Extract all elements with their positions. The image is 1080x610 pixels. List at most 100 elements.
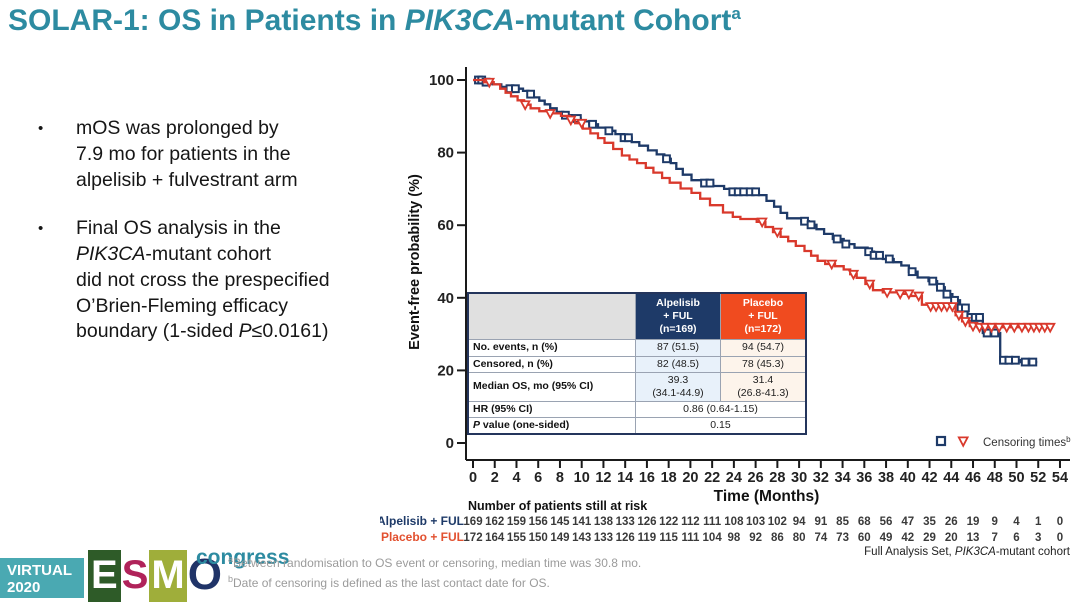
stats-row-label: Censored, n (%) xyxy=(467,355,636,373)
x-tick-label: 52 xyxy=(1030,470,1046,486)
censor-square-mark xyxy=(884,254,894,264)
series-placebo xyxy=(473,77,1056,334)
x-tick-label: 18 xyxy=(661,470,677,486)
virtual-label: VIRTUAL xyxy=(7,562,72,579)
censor-square-mark xyxy=(841,239,851,249)
censor-triangle-mark xyxy=(864,279,876,291)
stats-value: 82 (48.5) xyxy=(635,355,721,373)
censor-triangle-mark xyxy=(847,269,860,281)
risk-count: 102 xyxy=(768,516,787,528)
risk-count: 19 xyxy=(967,516,980,528)
x-tick-label: 36 xyxy=(856,470,872,486)
bullet-text: mOS was prolonged by 7.9 mo for patients… xyxy=(76,117,298,191)
risk-count: 56 xyxy=(880,516,893,528)
legend-triangle-icon xyxy=(957,436,970,448)
y-tick-label: 60 xyxy=(437,217,454,234)
stats-row-label: Median OS, mo (95% CI) xyxy=(467,371,636,402)
congress-label: congress xyxy=(196,546,290,569)
bullet-item: • Final OS analysis in the PIK3CA-mutant … xyxy=(38,216,438,346)
x-tick-label: 54 xyxy=(1052,470,1068,486)
x-tick-label: 0 xyxy=(469,470,477,486)
risk-count: 0 xyxy=(1057,516,1063,528)
stats-corner-cell xyxy=(467,292,636,341)
risk-count: 91 xyxy=(814,516,827,528)
censor-square-mark xyxy=(928,276,938,286)
censor-triangle-mark xyxy=(483,77,496,89)
legend: Censoring timesb xyxy=(935,435,1071,449)
risk-count: 133 xyxy=(616,516,635,528)
risk-count: 73 xyxy=(836,532,849,544)
legend-footnote-marker: b xyxy=(1066,435,1071,444)
censor-triangle-mark xyxy=(771,227,784,239)
risk-count: 138 xyxy=(594,516,614,528)
y-axis-title: Event-free probability (%) xyxy=(407,174,423,350)
x-tick-label: 30 xyxy=(791,470,807,486)
series-alpelisib xyxy=(473,75,1038,367)
x-tick-label: 4 xyxy=(512,470,520,486)
y-tick-label: 80 xyxy=(437,145,454,162)
y-tick-label: 100 xyxy=(429,72,454,89)
esmo-letter-e: E xyxy=(88,550,121,602)
risk-count: 141 xyxy=(572,516,592,528)
risk-count: 164 xyxy=(485,532,505,544)
censor-square-mark xyxy=(705,178,715,188)
censor-triangle-mark xyxy=(881,288,893,299)
analysis-set-gene: PIK3CA xyxy=(955,546,996,558)
footnote-a: aBetween randomisation to OS event or ce… xyxy=(228,553,641,573)
censor-triangle-mark xyxy=(953,310,965,322)
censor-triangle-mark xyxy=(912,291,925,303)
risk-count: 92 xyxy=(749,532,762,544)
risk-count: 156 xyxy=(529,516,548,528)
stats-value: 87 (51.5) xyxy=(635,339,721,357)
censor-square-mark xyxy=(624,133,633,143)
bullet-list: • mOS was prolonged by 7.9 mo for patient… xyxy=(38,116,438,367)
censor-triangle-mark xyxy=(756,217,768,229)
x-axis-title: Time (Months) xyxy=(714,488,820,505)
risk-count: 1 xyxy=(1035,516,1042,528)
risk-count: 13 xyxy=(967,532,980,544)
bullet-marker: • xyxy=(38,120,44,137)
risk-table-heading: Number of patients still at risk xyxy=(468,499,647,513)
stats-value-span: 0.86 (0.64-1.15) xyxy=(635,400,807,419)
stats-row-label: No. events, n (%) xyxy=(467,339,636,357)
bullet-text: Final OS analysis in the PIK3CA-mutant c… xyxy=(76,216,330,343)
footnote-b-marker: b xyxy=(228,573,234,584)
censor-square-mark xyxy=(875,250,884,260)
stats-table: Alpelisib + FUL (n=169) Placebo + FUL (n=… xyxy=(467,292,807,436)
risk-count: 6 xyxy=(1013,532,1019,544)
censor-triangle-mark xyxy=(985,322,998,334)
virtual-2020-badge: VIRTUAL 2020 xyxy=(0,558,84,598)
risk-count: 94 xyxy=(793,516,806,528)
risk-count: 133 xyxy=(594,532,613,544)
censor-square-mark xyxy=(1011,355,1020,365)
risk-count: 126 xyxy=(616,532,635,544)
esmo-wordmark: E S M O xyxy=(88,550,223,602)
x-tick-label: 24 xyxy=(726,470,742,486)
bullet-marker: • xyxy=(38,219,44,237)
risk-table: Number of patients still at risk Alpelisi… xyxy=(380,499,1071,558)
footnotes: aBetween randomisation to OS event or ce… xyxy=(228,553,641,592)
risk-count: 4 xyxy=(1013,516,1020,528)
censor-triangle-mark xyxy=(565,115,577,127)
y-tick-label: 40 xyxy=(437,290,454,307)
stats-value: 39.3 (34.1-44.9) xyxy=(635,371,721,402)
x-tick-label: 28 xyxy=(769,470,785,486)
censor-square-mark xyxy=(526,89,536,99)
x-tick-label: 42 xyxy=(921,470,937,486)
risk-count: 155 xyxy=(507,532,527,544)
risk-count: 7 xyxy=(992,532,998,544)
x-tick-label: 22 xyxy=(704,470,720,486)
x-tick-label: 12 xyxy=(595,470,611,486)
risk-count: 126 xyxy=(637,516,656,528)
censor-triangle-mark xyxy=(1001,322,1013,334)
legend-square-icon xyxy=(935,435,947,447)
risk-count: 60 xyxy=(858,532,871,544)
censor-square-mark xyxy=(588,119,597,129)
legend-label: Censoring timesb xyxy=(983,435,1071,449)
censor-square-mark xyxy=(662,154,671,164)
risk-count: 143 xyxy=(572,532,591,544)
x-tick-label: 46 xyxy=(965,470,981,486)
censor-square-mark xyxy=(936,282,945,292)
risk-count: 122 xyxy=(659,516,678,528)
